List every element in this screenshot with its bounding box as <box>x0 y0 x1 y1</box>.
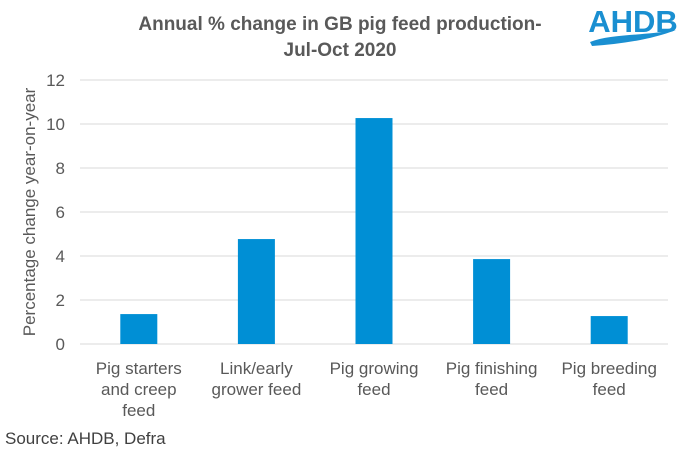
x-tick-label: Pig finishing feed <box>446 359 538 399</box>
bar <box>237 239 275 344</box>
y-tick-label: 12 <box>46 71 65 90</box>
x-tick-label-line: feed <box>122 401 155 420</box>
x-tick-label-line: Pig breeding <box>561 359 656 378</box>
bar <box>590 316 628 344</box>
x-tick-label-line: Link/early <box>220 359 293 378</box>
y-axis-label: Percentage change year-on-year <box>20 87 39 336</box>
ahdb-logo: AHDB <box>588 4 678 46</box>
y-tick-label: 2 <box>56 291 65 310</box>
y-tick-label: 8 <box>56 159 65 178</box>
x-tick-label-line: feed <box>593 380 626 399</box>
x-tick-label: Pig starters and creep feed <box>96 359 182 420</box>
x-tick-label-line: Pig finishing <box>446 359 538 378</box>
bar <box>355 118 393 344</box>
x-tick-label: Link/early grower feed <box>212 359 302 399</box>
x-tick-label: Pig breeding feed <box>561 359 656 399</box>
y-tick-label: 4 <box>56 247 65 266</box>
y-tick-labels: 0 2 4 6 8 10 12 <box>46 71 65 354</box>
y-tick-label: 0 <box>56 335 65 354</box>
chart-title-line-2: Jul-Oct 2020 <box>284 40 397 61</box>
x-tick-label: Pig growing feed <box>330 359 419 399</box>
x-tick-label-line: feed <box>357 380 390 399</box>
y-tick-label: 10 <box>46 115 65 134</box>
source-note: Source: AHDB, Defra <box>5 429 166 448</box>
logo-wave-icon <box>590 30 676 46</box>
x-tick-labels: Pig starters and creep feed Link/early growe… <box>96 359 657 420</box>
bar <box>120 314 158 344</box>
x-tick-label-line: feed <box>475 380 508 399</box>
chart-title-line-1: Annual % change in GB pig feed productio… <box>138 14 541 35</box>
y-tick-label: 6 <box>56 203 65 222</box>
x-tick-label-line: and creep <box>101 380 177 399</box>
x-tick-label-line: grower feed <box>212 380 302 399</box>
bars <box>120 118 628 344</box>
bar <box>473 259 511 344</box>
x-tick-label-line: Pig growing <box>330 359 419 378</box>
x-tick-label-line: Pig starters <box>96 359 182 378</box>
